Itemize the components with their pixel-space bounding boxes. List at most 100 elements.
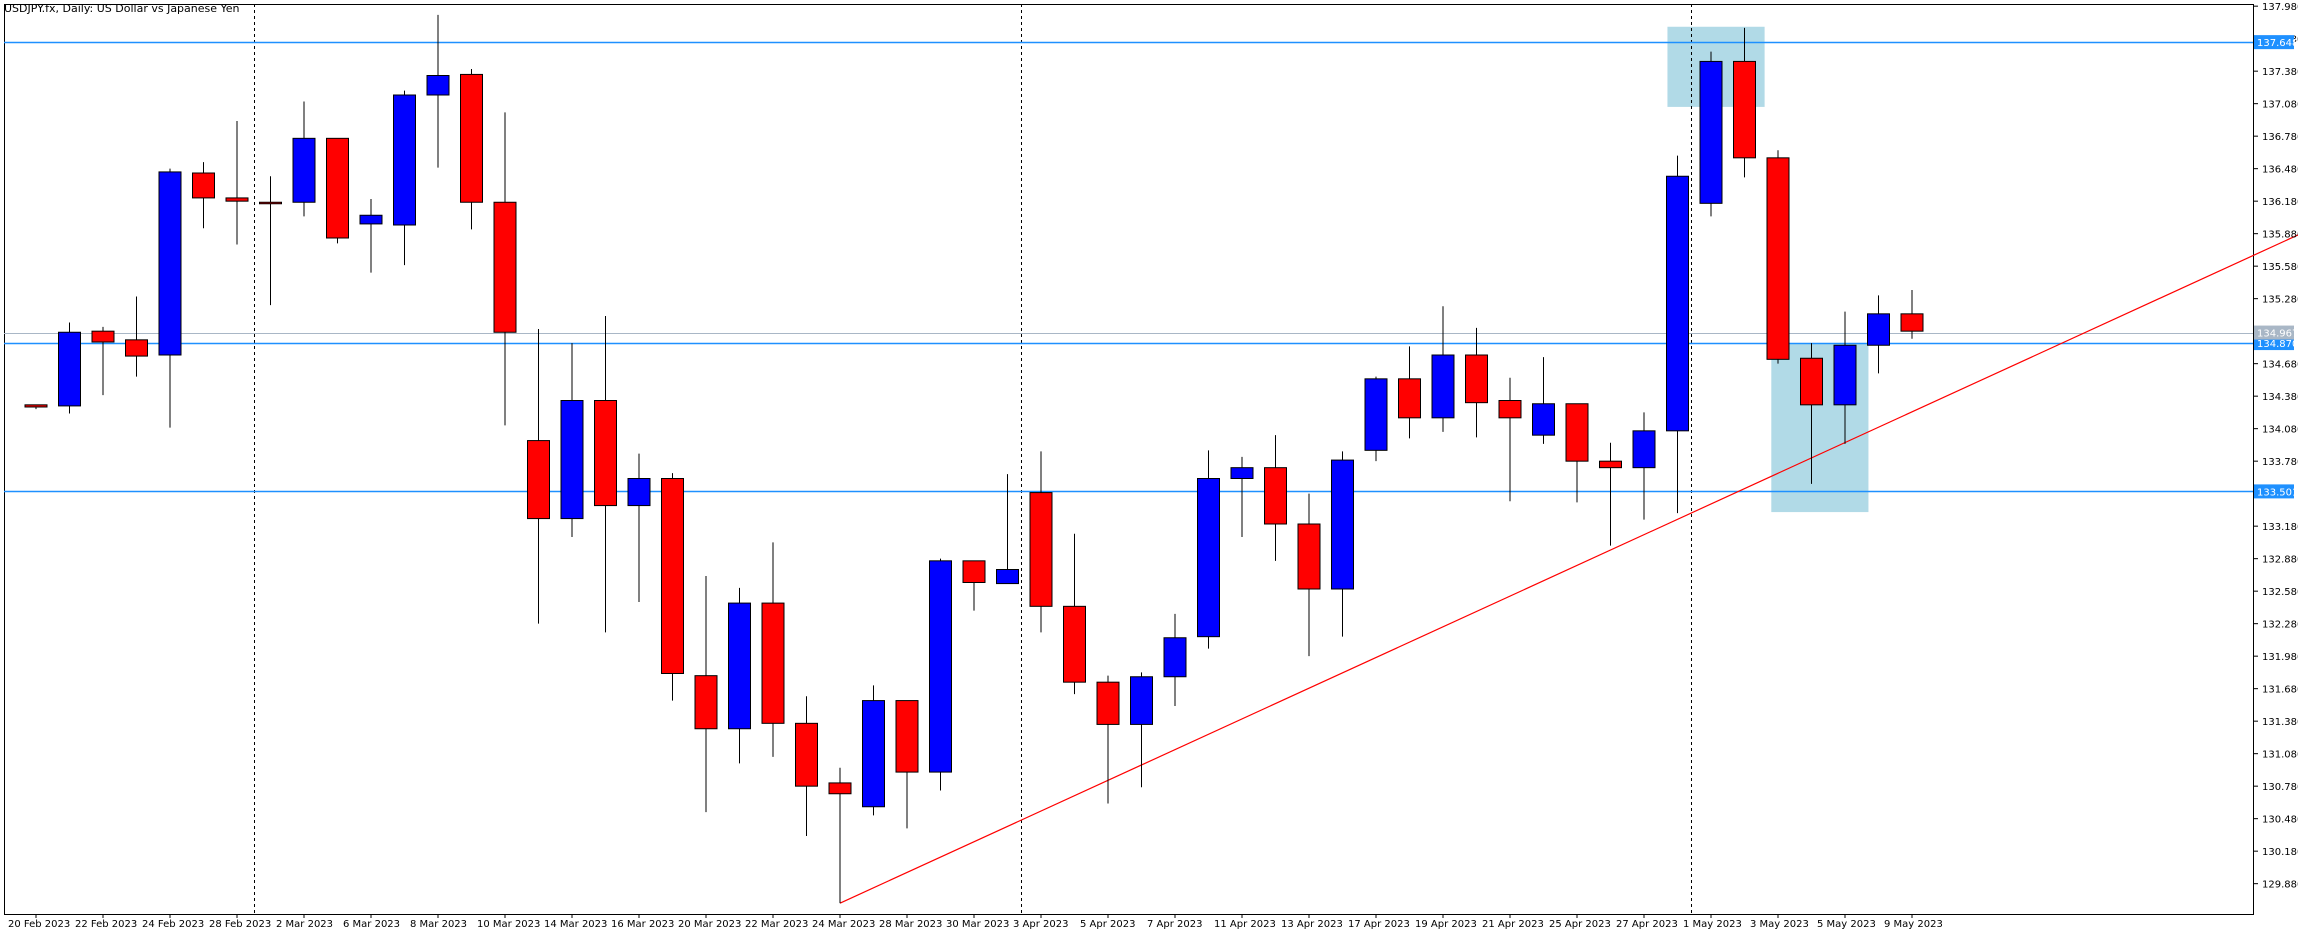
y-tick-label: 132.880 xyxy=(2262,555,2298,566)
x-tick-label: 28 Mar 2023 xyxy=(879,919,942,930)
candle-body xyxy=(1565,403,1589,462)
y-tick-label: 136.780 xyxy=(2262,132,2298,143)
candle-body xyxy=(1498,400,1522,419)
candle-body xyxy=(728,602,751,730)
candle-body xyxy=(1900,313,1924,332)
x-tick-label: 16 Mar 2023 xyxy=(611,919,674,930)
candle-body xyxy=(560,400,584,520)
x-tick-label: 24 Feb 2023 xyxy=(142,919,204,930)
candle-body xyxy=(761,602,785,724)
candle-body xyxy=(1431,354,1455,419)
y-tick-label: 132.280 xyxy=(2262,620,2298,631)
candle-body xyxy=(1532,403,1555,436)
y-tick-label: 137.380 xyxy=(2262,67,2298,78)
x-tick-label: 22 Feb 2023 xyxy=(75,919,137,930)
y-tick-label: 130.480 xyxy=(2262,815,2298,826)
x-tick-label: 10 Mar 2023 xyxy=(477,919,540,930)
x-tick-label: 5 Apr 2023 xyxy=(1080,919,1135,930)
candle-body xyxy=(895,700,919,773)
y-tick-label: 137.980 xyxy=(2262,2,2298,13)
candle-body xyxy=(962,560,986,583)
x-tick-label: 6 Mar 2023 xyxy=(343,919,400,930)
x-tick-label: 17 Apr 2023 xyxy=(1348,919,1410,930)
x-tick-label: 3 May 2023 xyxy=(1750,919,1809,930)
y-tick-label: 133.780 xyxy=(2262,457,2298,468)
candle-body xyxy=(1833,344,1857,406)
candle-body xyxy=(1699,60,1723,204)
candle-body xyxy=(627,478,651,507)
candle-body xyxy=(1197,478,1220,638)
candle-body xyxy=(661,478,684,674)
candle-body xyxy=(125,339,148,357)
candle-body xyxy=(393,94,416,226)
x-tick-label: 22 Mar 2023 xyxy=(745,919,808,930)
candle-body xyxy=(225,197,249,202)
x-tick-label: 25 Apr 2023 xyxy=(1549,919,1611,930)
x-tick-label: 11 Apr 2023 xyxy=(1214,919,1276,930)
candle-body xyxy=(1230,467,1254,479)
y-tick-label: 131.980 xyxy=(2262,652,2298,663)
candle-body xyxy=(795,722,818,787)
candle-body xyxy=(1465,354,1488,404)
candle-body xyxy=(1599,460,1622,469)
x-tick-label: 13 Apr 2023 xyxy=(1281,919,1343,930)
x-tick-label: 5 May 2023 xyxy=(1817,919,1876,930)
x-tick-label: 28 Feb 2023 xyxy=(209,919,271,930)
y-tick-label: 131.680 xyxy=(2262,685,2298,696)
bid-price-label-bg xyxy=(2254,325,2294,340)
x-tick-label: 1 May 2023 xyxy=(1683,919,1742,930)
y-tick-label: 135.280 xyxy=(2262,295,2298,306)
candle-body xyxy=(292,137,316,203)
x-tick-label: 20 Mar 2023 xyxy=(678,919,741,930)
candle-body xyxy=(1666,175,1689,432)
candle-body xyxy=(91,330,115,343)
x-tick-label: 19 Apr 2023 xyxy=(1415,919,1477,930)
x-tick-label: 21 Apr 2023 xyxy=(1482,919,1544,930)
candle-body xyxy=(58,331,81,407)
x-tick-label: 9 May 2023 xyxy=(1884,919,1943,930)
x-tick-label: 14 Mar 2023 xyxy=(544,919,607,930)
x-tick-label: 7 Apr 2023 xyxy=(1147,919,1202,930)
level-price-label: 134.870 xyxy=(2257,339,2298,350)
y-tick-label: 131.080 xyxy=(2262,750,2298,761)
candle-body xyxy=(192,172,215,199)
candle-body xyxy=(1364,378,1388,451)
level-price-label-bg xyxy=(2254,336,2294,351)
chart-title: USDJPY.fx, Daily: US Dollar vs Japanese … xyxy=(4,2,240,15)
candle-body xyxy=(158,171,182,356)
y-tick-label: 134.680 xyxy=(2262,360,2298,371)
candle-body xyxy=(493,201,517,333)
y-tick-label: 136.480 xyxy=(2262,165,2298,176)
x-tick-label: 24 Mar 2023 xyxy=(812,919,875,930)
candle-body xyxy=(594,400,617,507)
candle-body xyxy=(1331,459,1354,590)
y-tick-label: 135.580 xyxy=(2262,262,2298,273)
candle-body xyxy=(1733,60,1756,159)
candle-body xyxy=(426,75,450,96)
candle-body xyxy=(1096,681,1120,725)
candle-body xyxy=(1800,357,1823,406)
candle-body xyxy=(929,560,952,773)
candle-body xyxy=(1130,676,1153,725)
level-price-label-bg xyxy=(2254,484,2294,499)
y-tick-label: 137.080 xyxy=(2262,100,2298,111)
x-tick-label: 2 Mar 2023 xyxy=(276,919,333,930)
bid-price-label: 134.967 xyxy=(2257,329,2298,340)
level-price-label: 133.501 xyxy=(2257,487,2298,498)
candle-body xyxy=(828,782,852,795)
level-price-label-bg xyxy=(2254,35,2294,50)
x-tick-label: 30 Mar 2023 xyxy=(946,919,1009,930)
candle-body xyxy=(1163,637,1187,678)
y-tick-label: 132.580 xyxy=(2262,587,2298,598)
x-tick-label: 8 Mar 2023 xyxy=(410,919,467,930)
y-tick-label: 134.380 xyxy=(2262,392,2298,403)
y-tick-label: 131.380 xyxy=(2262,717,2298,728)
candle-body xyxy=(1029,492,1053,607)
candle-body xyxy=(1398,378,1421,419)
candle-body xyxy=(460,73,483,203)
candle-body xyxy=(359,214,383,225)
candle-body xyxy=(527,440,550,520)
candle-body xyxy=(24,404,48,408)
